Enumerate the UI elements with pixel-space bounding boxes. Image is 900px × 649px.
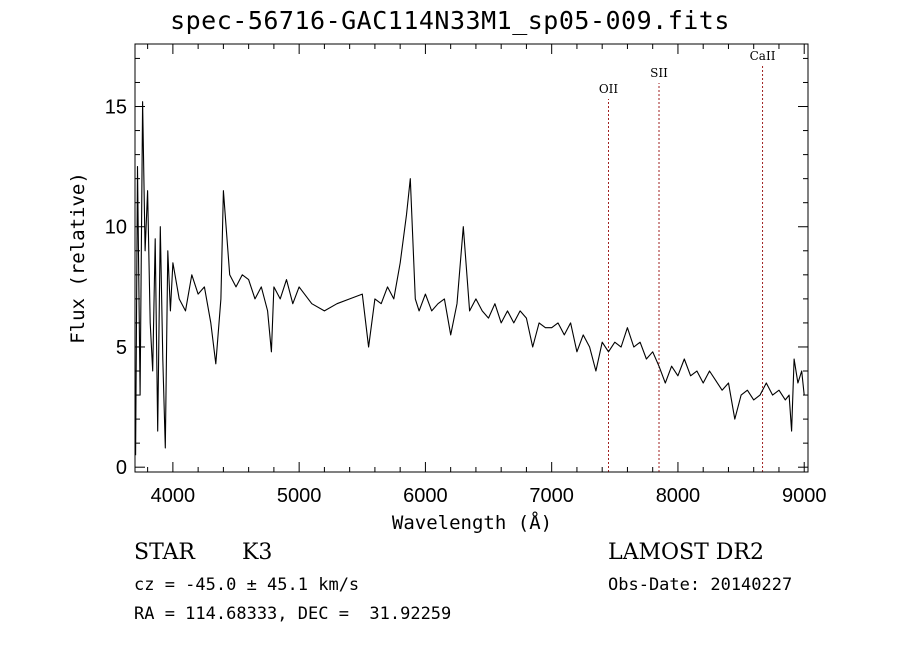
line-label-SII: SII [650, 66, 668, 80]
x-tick-label: 8000 [656, 485, 701, 507]
radec-label: RA = 114.68333, DEC = 31.92259 [134, 604, 452, 624]
y-tick-label: 10 [105, 217, 127, 239]
x-tick-label: 9000 [782, 485, 827, 507]
x-tick-label: 5000 [277, 485, 322, 507]
class-label: STAR [134, 540, 195, 565]
x-tick-label: 6000 [403, 485, 448, 507]
obs-date-label: Obs-Date: 20140227 [608, 575, 793, 595]
line-label-OII: OII [599, 82, 619, 96]
chart-title: spec-56716-GAC114N33M1_sp05-009.fits [170, 6, 730, 35]
x-tick-label: 4000 [151, 485, 196, 507]
line-label-CaII: CaII [750, 49, 776, 63]
survey-label: LAMOST DR2 [608, 540, 764, 565]
plot-frame [134, 43, 809, 473]
y-tick-label: 15 [105, 97, 127, 119]
cz-label: cz = -45.0 ± 45.1 km/s [134, 575, 360, 595]
subclass-label: K3 [242, 540, 273, 565]
y-tick-label: 0 [116, 457, 127, 479]
spectrum-line [135, 101, 805, 456]
x-axis-label: Wavelength (Å) [392, 511, 552, 534]
y-tick-label: 5 [116, 337, 127, 359]
x-tick-label: 7000 [529, 485, 574, 507]
y-axis-label: Flux (relative) [67, 172, 89, 344]
